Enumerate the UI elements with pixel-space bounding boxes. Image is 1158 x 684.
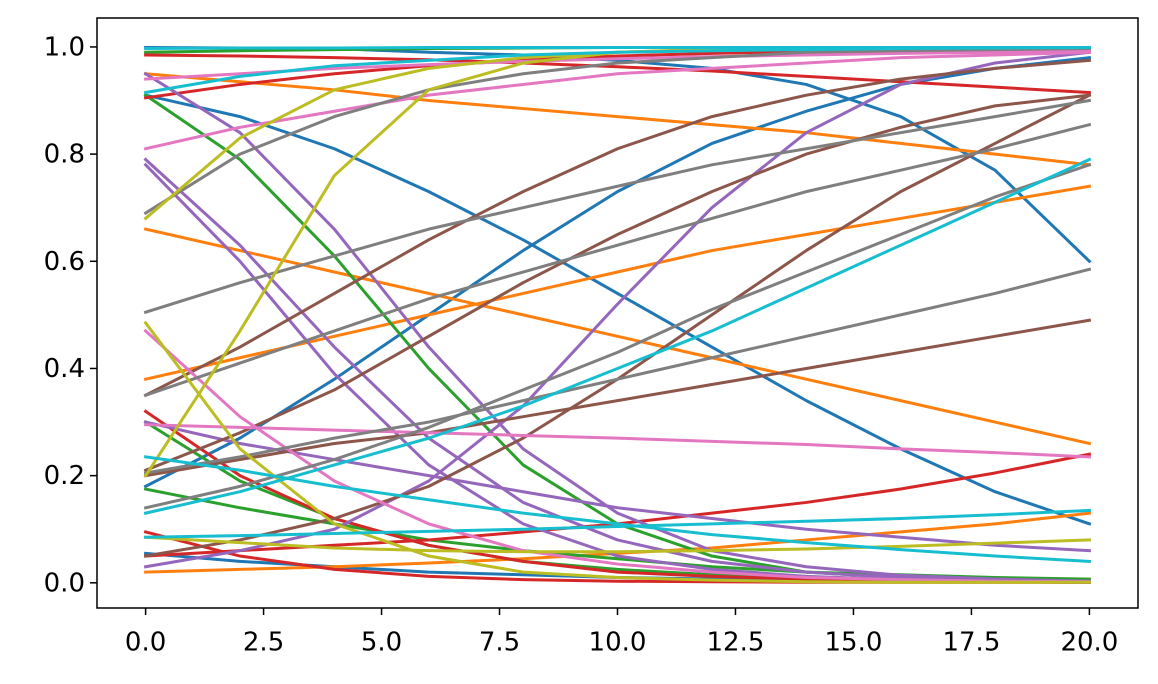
y-tick-label: 0.2	[44, 461, 85, 491]
x-tick-label: 5.0	[361, 628, 402, 658]
series-line	[144, 423, 1091, 459]
series-line	[143, 157, 1092, 515]
series-line	[143, 50, 1092, 569]
y-tick-label: 0.0	[44, 568, 85, 598]
series-line	[143, 157, 1091, 583]
series-line	[143, 328, 1091, 584]
y-tick-label: 0.8	[44, 140, 85, 170]
series-line	[143, 455, 1091, 563]
series-line	[143, 318, 1092, 478]
series-line	[143, 320, 1091, 584]
series-line	[143, 72, 1092, 167]
series-line	[144, 45, 1091, 51]
y-tick-label: 1.0	[44, 32, 85, 62]
x-tick-label: 0.0	[125, 628, 166, 658]
series-line	[143, 184, 1092, 381]
series-line	[143, 47, 1091, 216]
series-line	[143, 55, 1092, 489]
axes-frame	[96, 17, 1139, 609]
x-tick-label: 12.5	[707, 628, 765, 658]
series-line	[144, 511, 1092, 574]
x-tick-label: 20.0	[1060, 628, 1118, 658]
plot-area	[143, 45, 1092, 584]
series-line	[143, 93, 1092, 473]
series-line	[143, 267, 1092, 475]
series-line	[143, 162, 1092, 510]
series-line	[143, 98, 1092, 315]
x-tick-label: 15.0	[825, 628, 883, 658]
series-line	[143, 162, 1091, 584]
series-line	[144, 53, 1091, 95]
series-line	[143, 50, 1091, 151]
series-line	[144, 508, 1091, 539]
series-line	[143, 71, 1091, 583]
series-line	[144, 535, 1091, 554]
x-tick-label: 17.5	[942, 628, 1000, 658]
y-tick-label: 0.6	[44, 247, 85, 277]
series-line	[143, 420, 1091, 553]
x-tick-label: 10.0	[589, 628, 647, 658]
series-line	[143, 93, 1092, 526]
series-line	[143, 58, 1092, 398]
series-line	[143, 122, 1092, 398]
x-tick-label: 7.5	[479, 628, 520, 658]
x-tick-label: 2.5	[243, 628, 284, 658]
y-tick-label: 0.4	[44, 354, 85, 384]
